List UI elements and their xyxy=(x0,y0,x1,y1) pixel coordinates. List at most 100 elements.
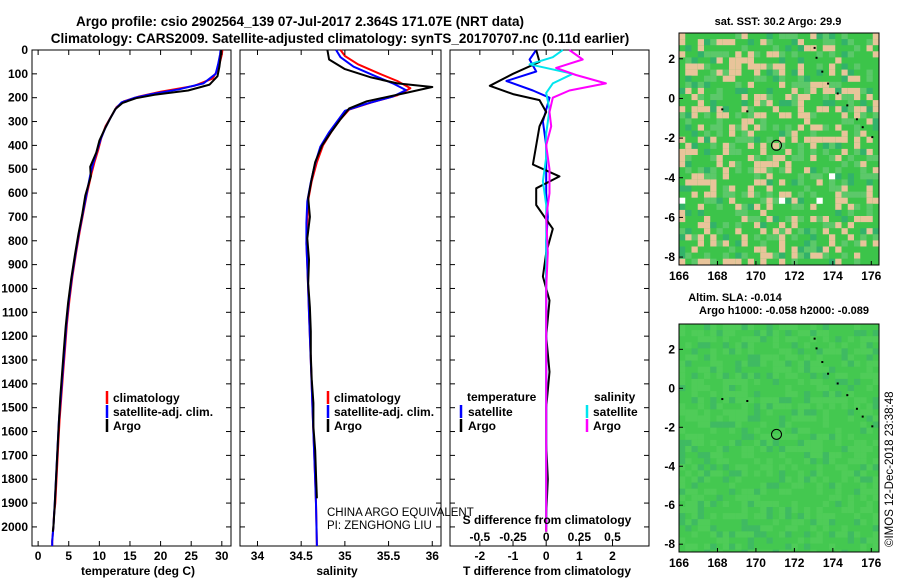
map-cell xyxy=(710,452,717,459)
map-cell xyxy=(804,240,811,247)
map-cell xyxy=(747,537,754,544)
map-cell xyxy=(760,240,767,247)
map-cell xyxy=(691,148,698,155)
map-cell xyxy=(791,87,798,94)
map-cell xyxy=(860,482,867,489)
map-cell xyxy=(735,161,742,168)
map-cell xyxy=(735,33,742,40)
map-cell xyxy=(866,155,873,162)
map-cell xyxy=(760,75,767,82)
map-cell xyxy=(716,118,723,125)
map-cell xyxy=(754,403,761,410)
map-cell xyxy=(741,385,748,392)
map-cell xyxy=(741,433,748,440)
map-cell xyxy=(722,531,729,538)
map-cell xyxy=(816,397,823,404)
series-argo xyxy=(306,49,434,499)
map-cell xyxy=(816,63,823,70)
map-cell xyxy=(735,203,742,210)
map-cell xyxy=(729,148,736,155)
map-cell xyxy=(710,185,717,192)
map-cell xyxy=(735,464,742,471)
map-cell xyxy=(785,360,792,367)
map-cell xyxy=(804,391,811,398)
map-cell xyxy=(779,464,786,471)
temperature-panel: 0 5 10 15 20 25 30 0 100 200 300 400 500 600 700 800 90… xyxy=(1,43,232,578)
map-cell xyxy=(829,81,836,88)
map-cell xyxy=(697,45,704,52)
map-cell xyxy=(697,124,704,131)
map-cell xyxy=(816,179,823,186)
map-cell xyxy=(679,155,686,162)
map-cell xyxy=(754,216,761,223)
map-cell xyxy=(766,464,773,471)
map-cell xyxy=(766,507,773,514)
map-cell xyxy=(766,161,773,168)
map-cell xyxy=(735,57,742,64)
map-cell xyxy=(754,75,761,82)
map-cell xyxy=(766,409,773,416)
imos-credit: ©IMOS 12-Dec-2018 23:38:48 xyxy=(884,391,896,547)
island-dot xyxy=(815,347,818,350)
map-cell xyxy=(779,191,786,198)
legend-s-argo-label: Argo xyxy=(593,419,621,433)
series-climatology xyxy=(51,49,224,546)
map-cell xyxy=(766,525,773,532)
map-cell xyxy=(816,197,823,204)
map-cell xyxy=(804,507,811,514)
map-cell xyxy=(722,324,729,331)
map-cell xyxy=(816,124,823,131)
map-cell xyxy=(779,366,786,373)
s-difference-xlabel: S difference from climatology xyxy=(463,513,632,527)
map-cell xyxy=(760,63,767,70)
map-cell xyxy=(697,366,704,373)
sst-map: sat. SST: 30.2 Argo: 29.9 166 168 170 172 17… xyxy=(664,16,881,283)
map-cell xyxy=(860,549,867,552)
x-tick-label: 34.5 xyxy=(289,549,313,563)
map-cell xyxy=(697,179,704,186)
map-cell xyxy=(747,136,754,143)
map-cell xyxy=(841,348,848,355)
map-cell xyxy=(791,519,798,526)
map-cell xyxy=(754,500,761,507)
map-cell xyxy=(785,446,792,453)
map-cell xyxy=(804,342,811,349)
map-cell xyxy=(829,87,836,94)
map-cell xyxy=(735,348,742,355)
map-cell xyxy=(797,366,804,373)
depth-tick-label: 2000 xyxy=(1,520,28,534)
map-cell xyxy=(716,57,723,64)
lat-tick-label: -8 xyxy=(664,250,675,264)
map-cell xyxy=(779,252,786,259)
map-cell xyxy=(741,87,748,94)
map-cell xyxy=(710,240,717,247)
x-tick-label: 25 xyxy=(185,549,199,563)
map-cell xyxy=(754,167,761,174)
map-cell xyxy=(854,75,861,82)
map-cell xyxy=(816,360,823,367)
depth-tick-label: 1100 xyxy=(2,305,28,319)
map-cell xyxy=(685,252,692,259)
map-cell xyxy=(766,173,773,180)
map-cell xyxy=(810,446,817,453)
map-cell xyxy=(679,446,686,453)
map-cell xyxy=(754,415,761,422)
map-cell xyxy=(760,258,767,265)
map-cell xyxy=(704,421,711,428)
map-cell xyxy=(797,106,804,113)
map-cell xyxy=(785,488,792,495)
map-cell xyxy=(716,69,723,76)
map-cell xyxy=(772,106,779,113)
map-cell xyxy=(779,234,786,241)
map-cell xyxy=(735,439,742,446)
map-cell xyxy=(747,342,754,349)
map-cell xyxy=(754,409,761,416)
map-cell xyxy=(810,240,817,247)
map-cell xyxy=(866,191,873,198)
island-dot xyxy=(827,82,830,85)
map-cell xyxy=(797,228,804,235)
map-cell xyxy=(754,100,761,107)
map-cell xyxy=(679,330,686,337)
map-cell xyxy=(697,470,704,477)
map-cell xyxy=(810,549,817,552)
